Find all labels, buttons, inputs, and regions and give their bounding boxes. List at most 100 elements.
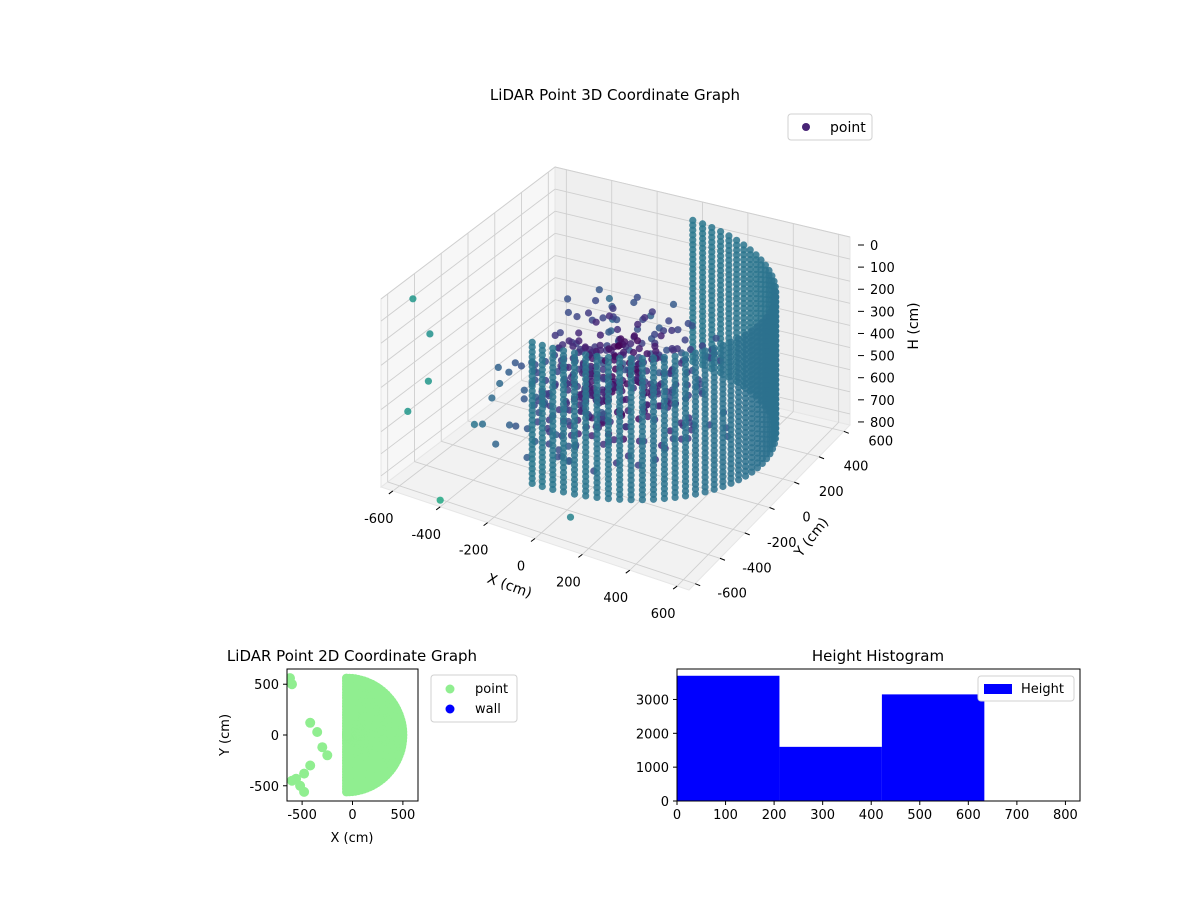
x-tick-label-3d: -200 [459, 544, 489, 559]
z-tick-label-3d: 800 [870, 416, 895, 431]
point-3d [609, 304, 617, 312]
point-3d [701, 488, 709, 496]
point-3d [671, 493, 679, 501]
point-3d [663, 346, 671, 354]
z-tick-label-3d: 500 [870, 350, 895, 365]
point-3d [581, 343, 589, 351]
y-tick-label-hist: 0 [661, 795, 669, 810]
point-2d [287, 775, 297, 786]
point-3d [592, 318, 600, 326]
histogram-title: Height Histogram [812, 647, 944, 665]
chart-3d-axes: -600-400-2000200400600-600-400-200020040… [364, 239, 895, 622]
point-3d [629, 348, 638, 357]
chart-2d-ylabel: Y (cm) [218, 714, 233, 757]
chart-2d-title: LiDAR Point 2D Coordinate Graph [227, 647, 477, 665]
point-2d [299, 768, 310, 779]
point-2d [305, 717, 316, 728]
point-3d [520, 386, 528, 394]
point-3d [610, 356, 618, 364]
grid-left-z [380, 232, 556, 366]
point-3d [644, 413, 652, 421]
x-tick-label-3d: -600 [364, 512, 394, 527]
y-tick-label-3d: 0 [802, 511, 810, 526]
point-2d [317, 742, 328, 753]
grid-floor-y [441, 440, 745, 534]
point-3d [633, 374, 641, 382]
point-3d [496, 379, 504, 388]
y-tick-3d [769, 507, 775, 510]
z-tick-label-3d: 600 [870, 372, 895, 387]
histogram-legend-box [977, 675, 1075, 702]
point-3d [605, 328, 613, 336]
point-3d [616, 495, 624, 503]
point-3d [512, 422, 520, 430]
point-3d [404, 407, 412, 415]
y-tick-3d [695, 583, 701, 587]
point-3d [592, 297, 600, 305]
chart-2d-legend-point-label: point [475, 682, 508, 697]
chart-3d-ylabel: Y (cm) [791, 515, 832, 561]
point-3d [559, 341, 567, 349]
grid-left-z [380, 321, 556, 455]
chart-2d-xlabel: X (cm) [331, 831, 374, 846]
point-3d [710, 485, 718, 493]
histogram-legend: Height [977, 675, 1075, 702]
point-3d [573, 313, 581, 321]
y-tick-label-2d: 500 [254, 678, 279, 693]
x-tick-3d [483, 522, 488, 527]
point-3d [674, 326, 682, 334]
point-3d [549, 485, 557, 493]
chart-3d-points [404, 216, 780, 521]
point-3d [753, 464, 762, 472]
point-3d [727, 479, 735, 487]
y-tick-label-3d: 600 [868, 434, 893, 449]
point-3d [634, 320, 642, 328]
histogram-bar [881, 694, 985, 801]
point-3d [620, 348, 628, 356]
point-3d [617, 335, 625, 343]
point-3d [622, 423, 630, 431]
point-3d [492, 440, 500, 448]
y-tick-3d [794, 481, 800, 485]
point-3d [652, 347, 660, 355]
y-tick-label-2d: -500 [249, 780, 279, 795]
point-3d [635, 345, 643, 353]
point-3d [665, 317, 673, 325]
point-3d [582, 492, 590, 500]
point-3d [494, 363, 502, 371]
point-3d [564, 308, 573, 317]
z-tick-label-3d: 400 [870, 327, 895, 342]
point-3d [681, 492, 690, 500]
x-tick-label-hist: 600 [956, 808, 981, 823]
point-3d [596, 341, 604, 349]
chart-3d-title: LiDAR Point 3D Coordinate Graph [490, 86, 740, 104]
point-2d [305, 760, 316, 771]
y-tick-label-2d: 0 [271, 729, 279, 744]
chart-3d-legend-label: point [830, 120, 866, 136]
point-3d [565, 457, 573, 465]
x-tick-label-hist: 200 [762, 808, 787, 823]
z-tick-label-3d: 300 [870, 305, 895, 320]
x-tick-label-3d: 600 [651, 607, 676, 622]
point-3d [511, 359, 519, 367]
x-tick-label-2d: 500 [390, 808, 415, 823]
point-3d [559, 488, 568, 496]
z-tick-label-3d: 0 [870, 239, 878, 254]
point-3d [593, 493, 601, 501]
chart-2d-legend-wall-label: wall [475, 702, 501, 717]
point-3d [575, 337, 583, 345]
y-tick-label-3d: 400 [844, 460, 869, 475]
point-3d [684, 319, 692, 328]
point-3d [633, 337, 642, 345]
chart-2d-ticks: -500 0 500 -500 0 500 [249, 678, 415, 823]
point-3d [564, 295, 572, 303]
chart-histogram: Height Histogram 0 100 200 300 400 500 600 700 8… [636, 647, 1081, 823]
point-3d [669, 300, 678, 308]
point-3d [596, 331, 605, 339]
histogram-bar [677, 675, 780, 801]
grid-left-z [380, 255, 556, 388]
point-3d [520, 395, 528, 403]
point-3d [627, 340, 635, 348]
histogram-frame [676, 668, 1081, 802]
